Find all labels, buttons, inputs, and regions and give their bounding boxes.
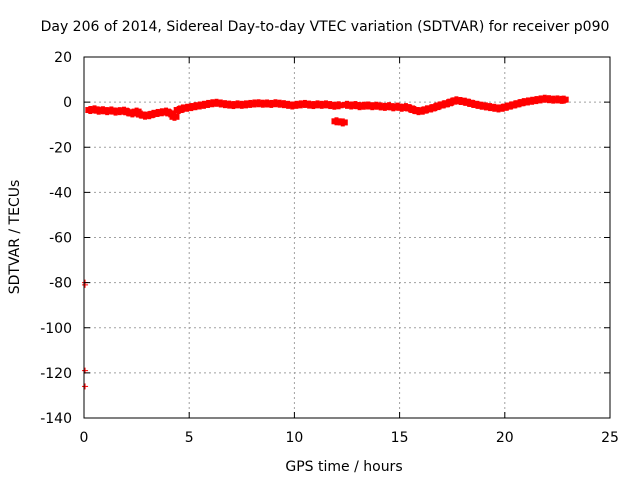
chart-title: Day 206 of 2014, Sidereal Day-to-day VTE… [41,19,610,35]
x-tick-label: 10 [285,430,303,446]
y-tick-label: 20 [54,50,72,66]
ticks-layer: 20 0 -20 -40 -60 -80 -100 -120 -140 0 5 10 15 20 25 [40,50,619,446]
data-point [558,95,569,104]
y-tick-label: -40 [49,185,72,201]
y-axis-label: SDTVAR / TECUs [7,180,23,295]
y-tick-label: 0 [63,95,72,111]
x-tick-label: 15 [391,430,409,446]
y-tick-label: -20 [49,140,72,156]
data-point [169,112,180,121]
y-tick-label: -100 [40,321,72,337]
y-tick-label: -80 [49,276,72,292]
y-tick-label: -60 [49,231,72,247]
x-tick-label: 20 [496,430,514,446]
y-tick-label: -120 [40,366,72,382]
y-tick-label: -140 [40,411,72,427]
data-layer [82,94,569,390]
data-point [333,101,344,110]
x-tick-label: 5 [185,430,194,446]
outlier-point [82,383,89,390]
x-tick-label: 0 [80,430,89,446]
x-axis-label: GPS time / hours [285,459,402,475]
grid-layer [84,57,610,418]
data-point [331,117,342,126]
x-tick-label: 25 [601,430,619,446]
